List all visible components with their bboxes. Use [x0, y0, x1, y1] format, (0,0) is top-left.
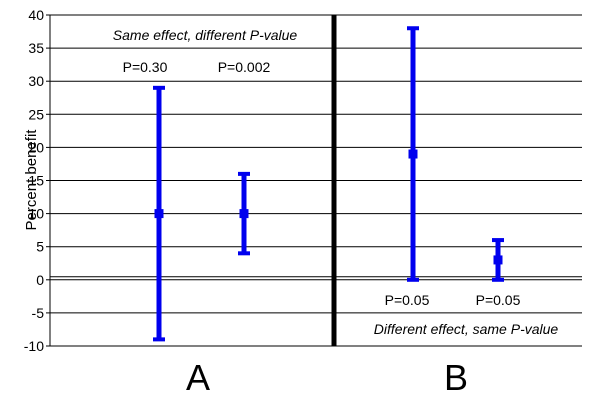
grid-layer — [50, 14, 582, 347]
y-tick-label: 40 — [28, 7, 44, 23]
y-tick-label: -5 — [32, 305, 45, 321]
panel-label: B — [444, 357, 468, 398]
panel-a-annotation: Same effect, different P-value — [113, 27, 298, 43]
y-tick-label: 30 — [28, 73, 44, 89]
point-marker — [154, 209, 164, 219]
text-layer: -10 -5 0 5 10 15 20 25 30 35 40 Percent benefit Same… — [23, 7, 558, 398]
panel-b-annotation: Different effect, same P-value — [374, 321, 559, 337]
y-tick-label: 15 — [28, 173, 44, 189]
p-value-label: P=0.05 — [385, 292, 430, 308]
axis-layer — [46, 14, 337, 347]
y-tick-label: 0 — [36, 272, 44, 288]
point-marker — [239, 209, 249, 219]
point-marker — [493, 255, 503, 265]
y-tick-label: 20 — [28, 139, 44, 155]
point-marker — [408, 149, 418, 159]
y-tick-label: 25 — [28, 106, 44, 122]
y-axis-label: Percent benefit — [23, 129, 40, 231]
y-tick-label: 10 — [28, 206, 44, 222]
data-layer — [153, 26, 504, 342]
p-value-label: P=0.30 — [123, 59, 168, 75]
y-tick-label: -10 — [24, 338, 44, 354]
y-tick-label: 35 — [28, 40, 44, 56]
p-value-label: P=0.05 — [476, 292, 521, 308]
p-value-label: P=0.002 — [218, 59, 271, 75]
panel-label: A — [186, 357, 210, 398]
y-tick-label: 5 — [36, 239, 44, 255]
